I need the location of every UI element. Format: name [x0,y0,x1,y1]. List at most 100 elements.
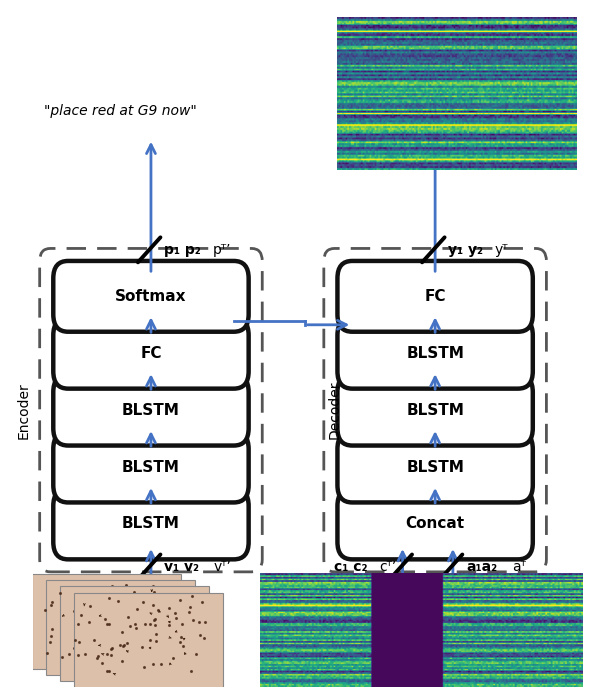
Text: Decoder: Decoder [327,381,342,439]
FancyBboxPatch shape [60,586,209,682]
FancyBboxPatch shape [53,261,249,332]
Point [102,619,112,630]
Text: BLSTM: BLSTM [406,346,464,361]
Point [177,618,186,629]
Text: "place red at G9 now": "place red at G9 now" [44,104,197,118]
Point [138,596,147,607]
Text: BLSTM: BLSTM [122,459,180,475]
Point [92,606,101,617]
Point [97,658,107,669]
Point [157,654,167,666]
Point [141,594,150,605]
Point [99,626,109,637]
Point [102,630,112,641]
Point [195,629,205,641]
Point [198,596,207,607]
Point [148,599,157,610]
Point [101,602,110,613]
Point [169,652,178,663]
Point [150,613,160,625]
FancyBboxPatch shape [53,489,249,559]
FancyBboxPatch shape [53,318,249,389]
Point [191,649,201,660]
Point [88,652,97,663]
FancyBboxPatch shape [337,261,533,332]
Point [42,648,52,659]
Text: Softmax: Softmax [115,289,186,304]
Point [131,618,140,629]
Point [104,618,114,629]
Point [148,638,157,649]
Point [125,620,134,632]
Point [194,616,204,627]
Point [87,588,96,599]
Point [105,666,114,677]
Point [73,611,82,623]
Text: BLSTM: BLSTM [406,459,464,475]
Point [132,603,141,614]
Point [157,658,166,669]
Point [145,601,155,612]
Point [101,625,110,636]
Point [99,616,109,627]
Point [148,658,157,669]
Point [46,630,55,641]
Point [160,603,170,614]
Point [86,620,96,631]
Point [159,623,169,634]
Point [150,620,159,631]
Text: BLSTM: BLSTM [406,403,464,418]
FancyBboxPatch shape [337,375,533,446]
Text: pᵀ’: pᵀ’ [213,243,231,257]
Point [89,635,99,646]
Text: FC: FC [424,289,446,304]
Text: cᵀ’: cᵀ’ [379,560,396,574]
Point [47,596,57,607]
Point [200,616,210,627]
Point [122,602,131,613]
Point [171,612,181,623]
Text: Concat: Concat [406,516,465,532]
Point [85,601,95,612]
Point [68,615,78,626]
Point [75,644,84,655]
Point [118,641,128,652]
Point [100,614,110,625]
FancyBboxPatch shape [337,432,533,502]
Point [176,632,186,643]
Point [146,619,155,630]
Point [70,634,80,645]
Point [64,648,73,659]
Text: vᵀ’: vᵀ’ [213,560,231,574]
Point [188,614,198,625]
Point [152,635,161,646]
Point [137,629,147,641]
Point [105,592,114,603]
Point [175,636,185,648]
Point [152,628,161,639]
Point [73,618,82,629]
Point [74,637,83,648]
Text: yᵀ: yᵀ [494,243,508,257]
Point [102,666,111,677]
Point [67,618,77,629]
FancyBboxPatch shape [337,489,533,559]
Point [40,604,50,616]
Point [94,650,103,661]
Point [92,637,102,648]
Text: a₁a₂: a₁a₂ [466,560,497,574]
Text: p₁ p₂: p₁ p₂ [164,243,201,257]
Point [57,651,66,662]
Point [131,623,141,634]
Point [107,581,117,592]
Text: y₁ y₂: y₁ y₂ [448,243,483,257]
Point [89,592,99,603]
Point [121,579,131,591]
Point [92,592,102,603]
Point [117,627,127,638]
Point [102,648,111,659]
Point [142,649,152,660]
Point [165,619,174,630]
Point [76,609,86,620]
Point [73,650,82,661]
